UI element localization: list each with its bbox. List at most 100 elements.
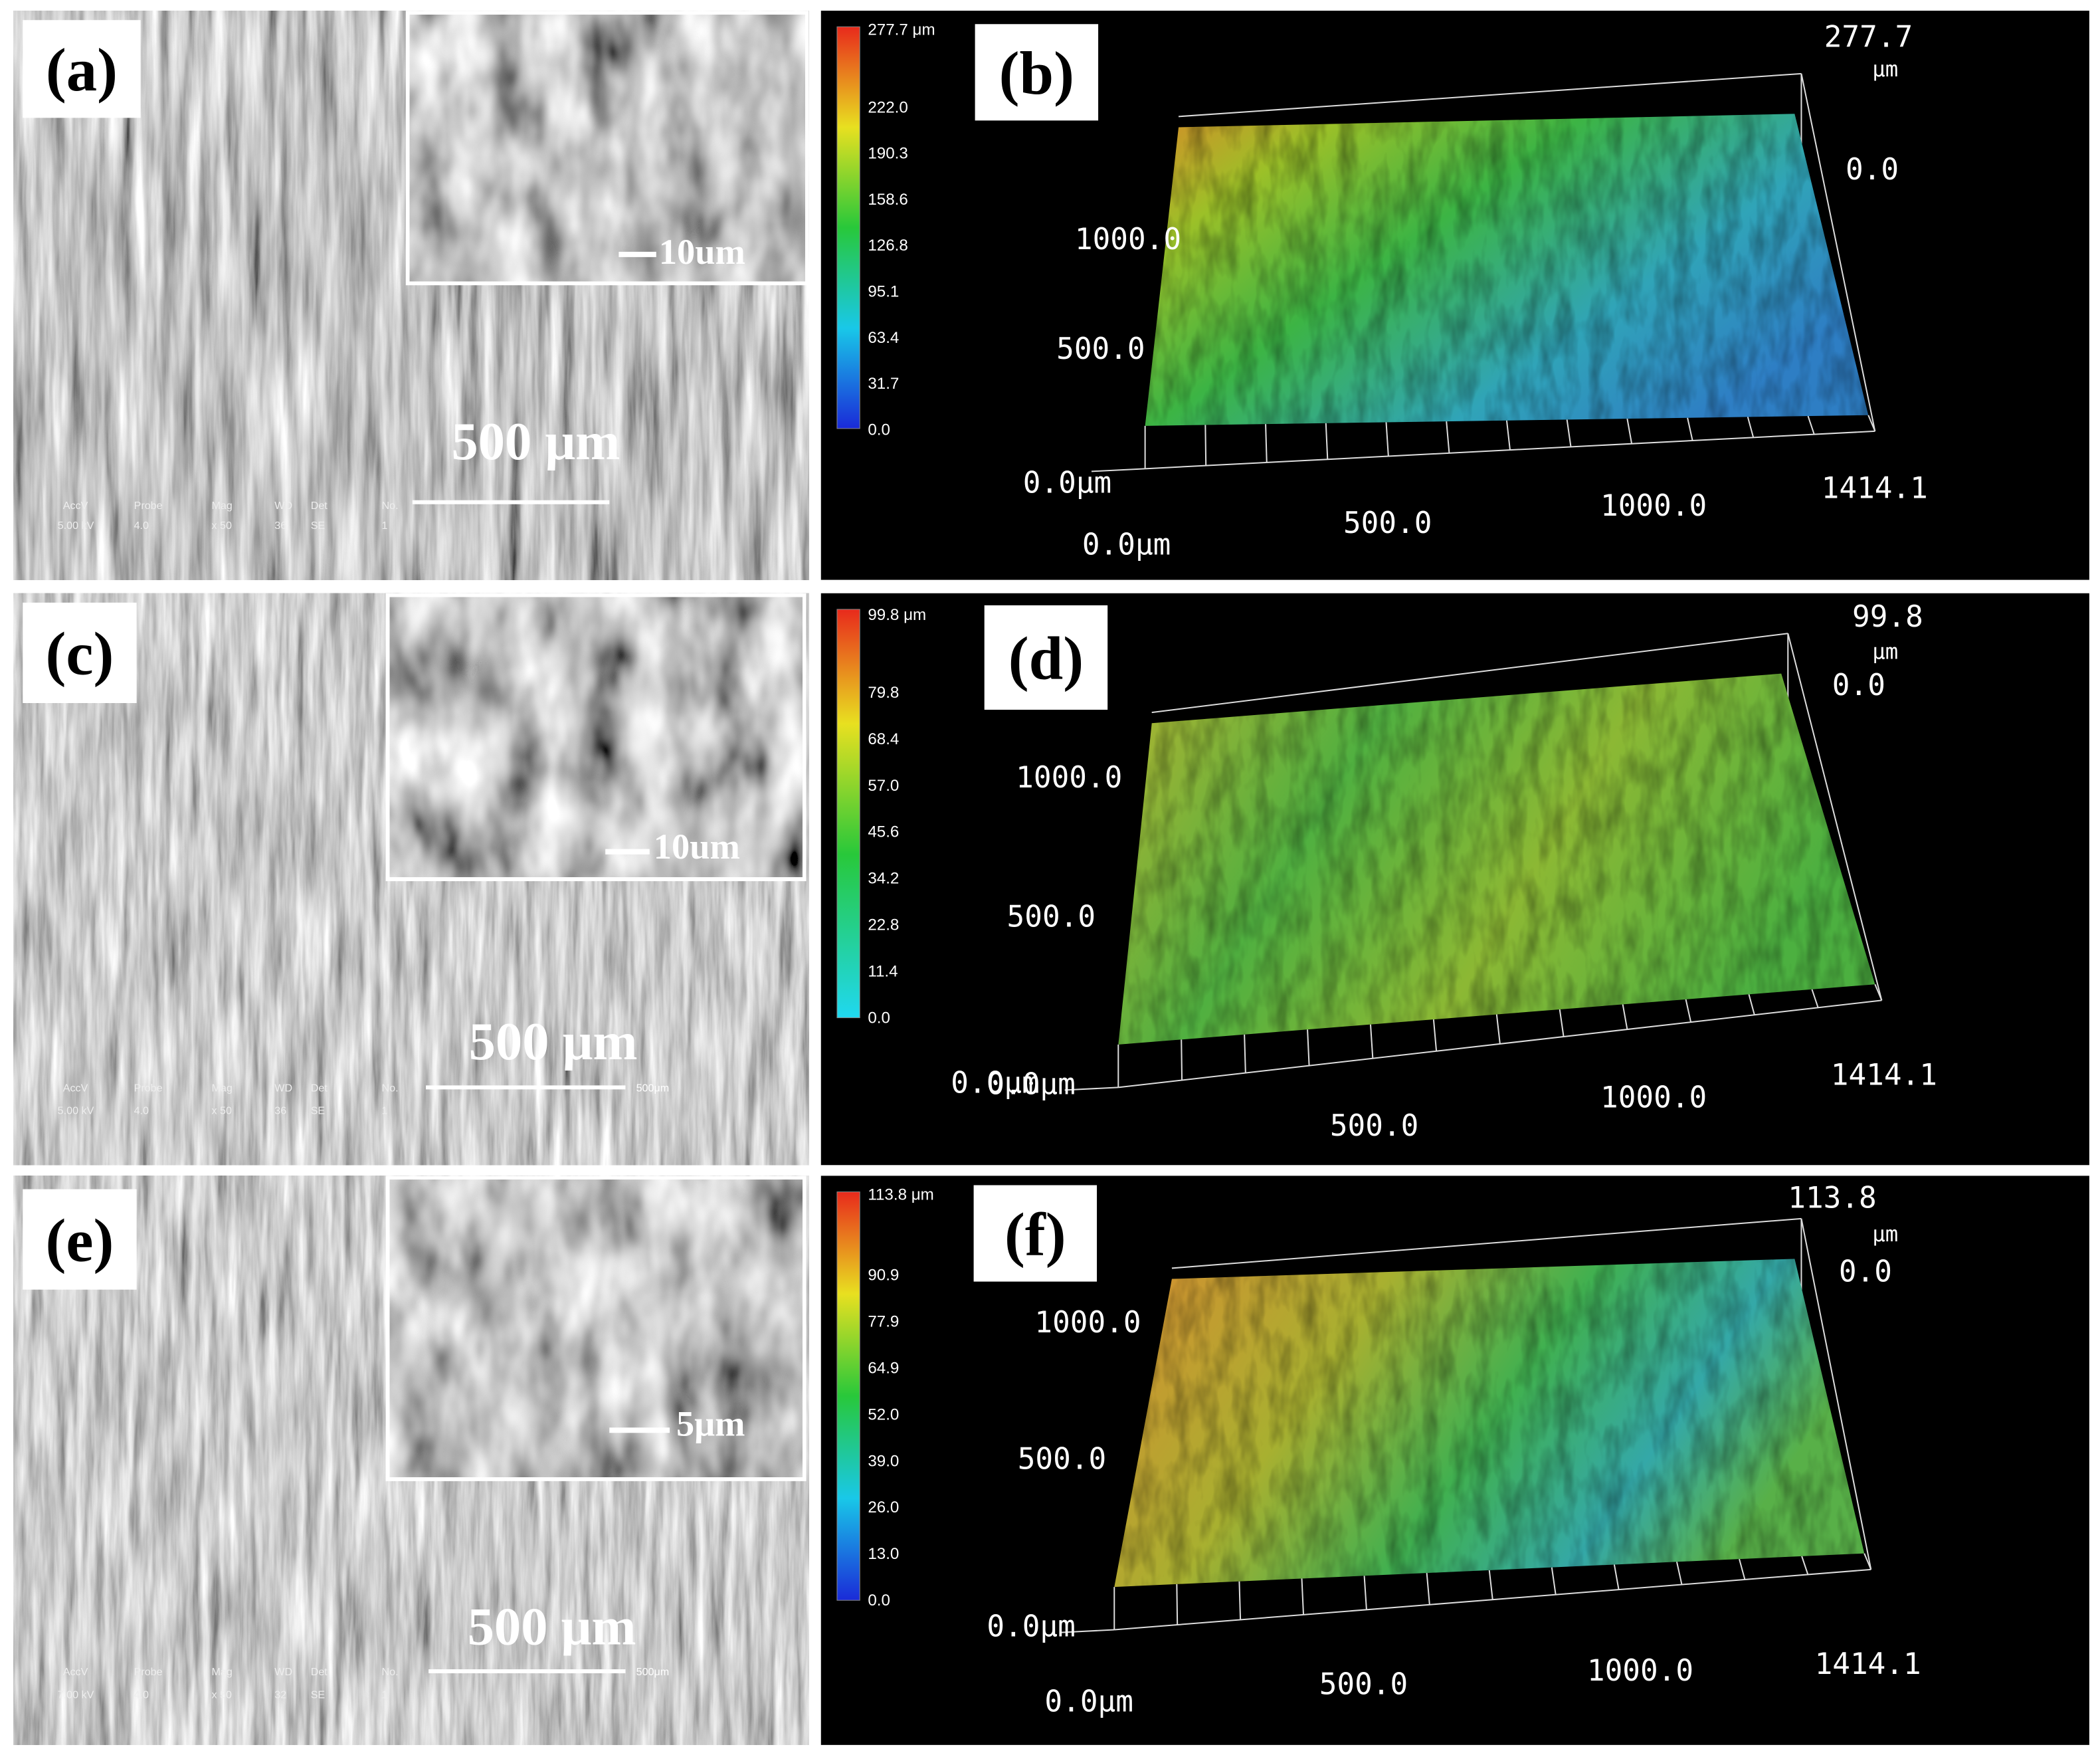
x-axis-label: 500.0 [1319,1667,1408,1701]
grid-line [1265,424,1268,463]
frame-line [1178,72,1802,118]
bar-label: 500μm [636,1082,670,1094]
colorbar [836,1191,860,1601]
inset-texture [409,15,805,282]
grid-line [1863,1553,1872,1570]
y-axis-label: 0.0μm [987,1610,1075,1644]
colorbar-tick-label: 31.7 [868,375,899,393]
panel-label-box [23,20,141,118]
grid-line [1687,417,1693,441]
colorbar-tick-label: 52.0 [868,1405,899,1423]
z-unit: μm [1872,639,1898,665]
colorbar-tick-label: 11.4 [868,963,898,981]
grid-line [1551,1567,1557,1595]
colorbar-tick-label: 39.0 [868,1452,899,1470]
colorbar-max: 99.8 μm [868,606,926,624]
colorbar-tick-label: 13.0 [868,1545,899,1563]
inset-scale-label: 10um [654,827,740,867]
colorbar-tick-label: 79.8 [868,684,899,702]
colorbar-tick-label: 22.8 [868,916,899,934]
scale-label: 500 μm [451,412,620,471]
info-header: No. [382,1666,399,1678]
grid-line [1426,1572,1430,1605]
panel-label-box [975,24,1099,121]
colorbar-tick-label: 0.0 [868,1592,890,1609]
grid-line [1369,1024,1374,1059]
info-header: WD [274,1666,292,1678]
grid-line [1505,420,1511,451]
info-header: Probe [134,1082,163,1094]
grid-line [1748,994,1755,1015]
grid-line [1874,983,1883,1001]
z-unit: μm [1872,1221,1898,1247]
x-axis-label: 500.0 [1343,506,1432,540]
info-value: 5.00 kV [58,1105,94,1117]
surface-texture [1114,1259,1865,1588]
y-axis-label: 0.0μm [1023,466,1111,500]
z-min: 0.0 [1839,1255,1892,1289]
x-axis-label: 1000.0 [1587,1654,1693,1688]
frame-line [1151,633,1788,714]
x-axis-label: 1000.0 [1600,489,1707,523]
panel-label: (e) [45,1206,114,1275]
info-value: 36 [274,520,286,532]
info-value: SE [311,1689,326,1701]
x-axis-label: 0.0μm [1082,528,1171,562]
scale-label: 500 μm [469,1012,638,1071]
panel-label-box [23,1189,137,1290]
grid-line [1363,1576,1367,1610]
colorbar-tick-label: 45.6 [868,823,899,841]
grid-line [1747,417,1755,438]
colorbar-tick-label: 77.9 [868,1313,899,1331]
info-value: 36 [274,1105,286,1117]
grid-line [1446,421,1450,453]
info-header: No. [382,1082,399,1094]
colorbar-tick-label: 190.3 [868,145,908,163]
colorbar-tick-label: 26.0 [868,1499,899,1516]
colorbar-tick-label: 34.2 [868,870,899,888]
info-value: 1 [382,1689,388,1701]
frame-line [1064,1086,1119,1091]
grid-line [1495,1014,1501,1044]
surface-texture [1145,114,1869,426]
grid-line [1626,418,1633,444]
x-axis-label: 0.0μm [951,1066,1039,1100]
grid-line [1244,1034,1246,1073]
info-header: AccV [63,1082,88,1094]
panel-label-box [973,1185,1098,1282]
y-axis-label: 500.0 [1056,332,1145,366]
panel-label: (c) [45,620,114,688]
colorbar-tick-label: 222.0 [868,98,908,116]
colorbar-tick-label: 57.0 [868,777,899,795]
info-header: AccV [63,500,88,512]
grid-line [1566,419,1572,447]
info-value: 1 [382,520,388,532]
scale-label: 500 μm [468,1598,636,1657]
z-min: 0.0 [1846,153,1899,187]
info-value: x 50 [212,520,232,532]
y-axis-label: 500.0 [1018,1443,1106,1477]
grid-line [1559,1009,1565,1037]
grid-line [1739,1558,1746,1580]
surface-texture [1118,673,1875,1045]
frame-line [1800,73,1876,432]
colorbar-max: 277.7 μm [868,21,935,39]
grid-line [1685,999,1692,1023]
info-value: SE [311,1105,326,1117]
frame-line [1787,633,1883,1001]
colorbar-tick-label: 0.0 [868,1009,890,1027]
frame-line [1060,1629,1115,1633]
x-axis-label: 1414.1 [1831,1058,1937,1092]
panel-label: (d) [1008,625,1084,693]
panel-label: (a) [46,36,118,104]
grid-line [1307,1029,1310,1066]
colorbar-tick-label: 126.8 [868,237,908,255]
grid-line [1385,422,1389,457]
z-max: 113.8 [1788,1182,1876,1215]
panel-label-box [23,602,137,704]
info-header: Mag [212,500,233,512]
grid-line [1801,1556,1809,1575]
grid-line [1675,1562,1683,1585]
colorbar-tick-label: 68.4 [868,730,899,748]
info-header: Mag [212,1666,233,1678]
